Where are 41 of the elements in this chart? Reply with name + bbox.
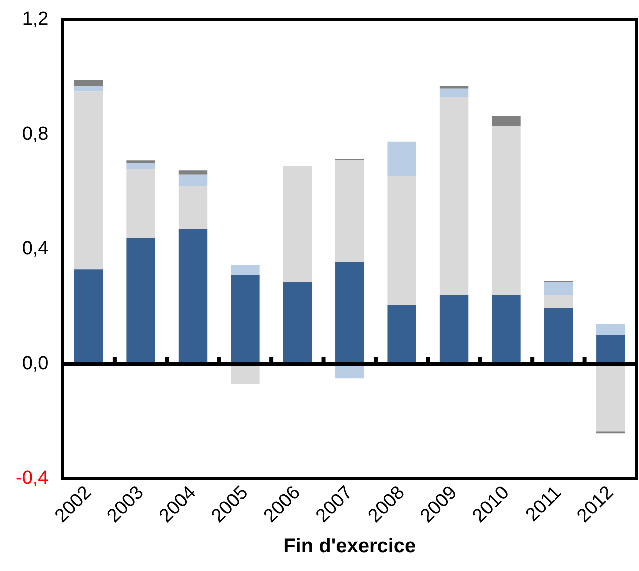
y-tick-label: -0,4 (16, 468, 50, 490)
bar (231, 364, 260, 384)
x-axis-title: Fin d'exercice (284, 536, 416, 558)
bar (440, 295, 469, 364)
bar (231, 275, 260, 364)
bar (283, 166, 312, 282)
bar (492, 295, 521, 364)
bar (388, 305, 416, 364)
bar (440, 97, 469, 296)
bar (178, 186, 208, 230)
y-tick-label: 0,0 (22, 353, 49, 374)
bar (74, 86, 104, 92)
bar (336, 262, 364, 364)
bar (544, 295, 574, 308)
bar (126, 238, 156, 364)
bar (440, 86, 469, 89)
bar (388, 142, 416, 176)
bar (178, 229, 208, 364)
bar (126, 160, 156, 164)
bar (283, 282, 312, 364)
bar (388, 176, 416, 306)
bar (544, 282, 574, 296)
bar (74, 80, 104, 86)
y-tick-label: 1,2 (22, 9, 49, 30)
bar (544, 308, 574, 364)
bar (492, 126, 521, 296)
bar (231, 265, 260, 276)
bar (74, 270, 104, 364)
bar (336, 160, 364, 262)
bar (440, 88, 469, 98)
bar (596, 324, 626, 336)
y-tick-label: 0,8 (22, 124, 49, 145)
bar (492, 116, 521, 126)
bar (596, 336, 626, 364)
bar (596, 364, 626, 432)
bar (126, 169, 156, 238)
y-tick-label: 0,4 (22, 238, 50, 260)
bar (178, 174, 208, 186)
bar (178, 170, 208, 175)
bar (74, 92, 104, 270)
bar (126, 163, 156, 170)
